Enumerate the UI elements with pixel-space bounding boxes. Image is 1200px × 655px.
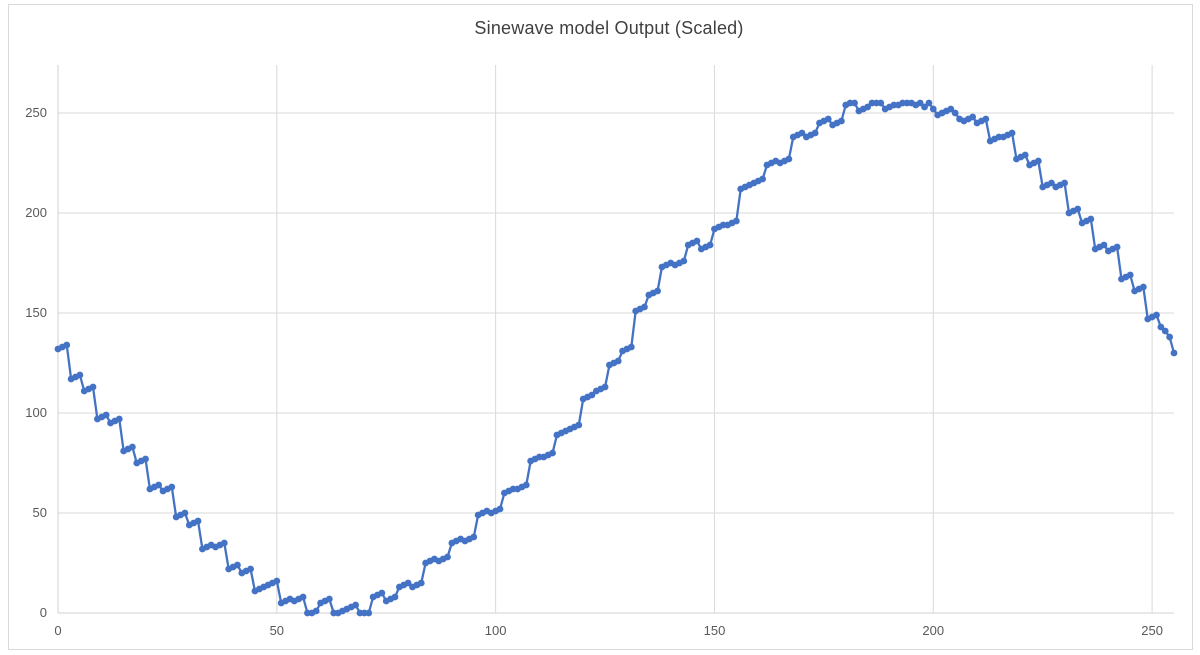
data-point-marker bbox=[1074, 205, 1082, 213]
data-point-marker bbox=[947, 105, 955, 113]
data-point-marker bbox=[1113, 243, 1121, 251]
y-tick-label: 100 bbox=[25, 405, 47, 420]
data-point-marker bbox=[115, 415, 123, 423]
data-point-marker bbox=[102, 411, 110, 419]
y-tick-label: 50 bbox=[32, 505, 47, 520]
x-tick-label: 200 bbox=[922, 623, 945, 638]
data-point-marker bbox=[1166, 333, 1174, 341]
data-point-marker bbox=[837, 117, 845, 125]
x-tick-label: 250 bbox=[1141, 623, 1163, 638]
x-tick-label: 50 bbox=[269, 623, 285, 638]
data-point-marker bbox=[155, 481, 163, 489]
data-point-marker bbox=[549, 449, 556, 457]
data-point-marker bbox=[732, 217, 740, 225]
data-point-marker bbox=[614, 357, 622, 365]
data-point-marker bbox=[181, 509, 189, 517]
data-point-marker bbox=[1021, 151, 1029, 159]
y-tick-label: 200 bbox=[25, 205, 47, 220]
x-tick-label: 150 bbox=[703, 623, 726, 638]
x-tick-label: 100 bbox=[484, 623, 507, 638]
data-point-marker bbox=[444, 553, 451, 561]
data-point-marker bbox=[824, 115, 832, 123]
series-sinewave bbox=[54, 99, 1178, 617]
data-point-marker bbox=[168, 483, 176, 491]
data-point-marker bbox=[220, 539, 228, 547]
data-point-marker bbox=[299, 593, 307, 601]
data-point-marker bbox=[247, 565, 254, 573]
data-point-marker bbox=[1157, 323, 1165, 331]
data-point-marker bbox=[925, 99, 933, 107]
data-point-marker bbox=[1139, 283, 1147, 291]
data-point-marker bbox=[234, 561, 241, 569]
data-point-marker bbox=[142, 455, 149, 463]
data-point-marker bbox=[929, 105, 937, 113]
data-point-marker bbox=[785, 155, 793, 163]
data-point-marker bbox=[1153, 311, 1160, 319]
series-line bbox=[56, 101, 1176, 615]
data-point-marker bbox=[951, 109, 959, 117]
data-point-marker bbox=[811, 129, 819, 137]
data-point-marker bbox=[706, 241, 714, 249]
y-tick-label: 0 bbox=[39, 605, 47, 620]
data-point-marker bbox=[601, 383, 609, 391]
data-point-marker bbox=[352, 601, 359, 609]
data-point-marker bbox=[325, 595, 333, 603]
data-point-marker bbox=[1048, 179, 1055, 187]
y-tick-label: 250 bbox=[25, 105, 47, 120]
data-point-marker bbox=[194, 517, 202, 525]
data-point-marker bbox=[417, 579, 425, 587]
data-point-marker bbox=[391, 593, 399, 601]
data-point-marker bbox=[641, 303, 648, 311]
data-point-marker bbox=[496, 505, 504, 513]
data-point-marker bbox=[365, 609, 373, 617]
data-point-marker bbox=[916, 99, 924, 107]
data-point-marker bbox=[522, 481, 530, 489]
data-point-marker bbox=[588, 391, 596, 399]
data-point-marker bbox=[404, 579, 412, 587]
data-point-marker bbox=[76, 371, 84, 379]
data-point-marker bbox=[877, 99, 885, 107]
data-point-marker bbox=[921, 103, 928, 111]
data-point-marker bbox=[312, 607, 320, 615]
data-point-marker bbox=[273, 577, 281, 585]
gridlines bbox=[57, 65, 1174, 614]
chart-area: Sinewave model Output (Scaled) 0 50 100 150… bbox=[8, 4, 1193, 650]
data-point-marker bbox=[1008, 129, 1016, 137]
data-point-marker bbox=[627, 343, 635, 351]
data-point-marker bbox=[1061, 179, 1068, 187]
data-point-marker bbox=[89, 383, 97, 391]
data-point-marker bbox=[470, 533, 478, 541]
data-point-marker bbox=[693, 237, 701, 245]
data-point-marker bbox=[1170, 349, 1178, 357]
data-point-marker bbox=[654, 287, 661, 295]
data-point-marker bbox=[1100, 241, 1108, 249]
x-tick-label: 0 bbox=[54, 623, 62, 638]
chart-title: Sinewave model Output (Scaled) bbox=[474, 18, 744, 38]
y-tick-label: 150 bbox=[25, 305, 47, 320]
data-point-marker bbox=[1126, 271, 1134, 279]
data-point-marker bbox=[378, 589, 386, 597]
data-point-marker bbox=[1087, 215, 1095, 223]
data-point-marker bbox=[851, 99, 858, 107]
data-point-marker bbox=[798, 129, 806, 137]
data-point-marker bbox=[680, 257, 688, 265]
data-point-marker bbox=[1161, 327, 1169, 335]
data-point-marker bbox=[982, 115, 990, 123]
data-point-marker bbox=[129, 443, 136, 451]
data-point-marker bbox=[1034, 157, 1042, 165]
data-point-marker bbox=[759, 175, 767, 183]
data-point-marker bbox=[864, 103, 872, 111]
data-point-marker bbox=[575, 421, 583, 429]
data-point-marker bbox=[969, 113, 977, 121]
data-point-marker bbox=[63, 341, 71, 349]
plot-area bbox=[54, 65, 1178, 617]
